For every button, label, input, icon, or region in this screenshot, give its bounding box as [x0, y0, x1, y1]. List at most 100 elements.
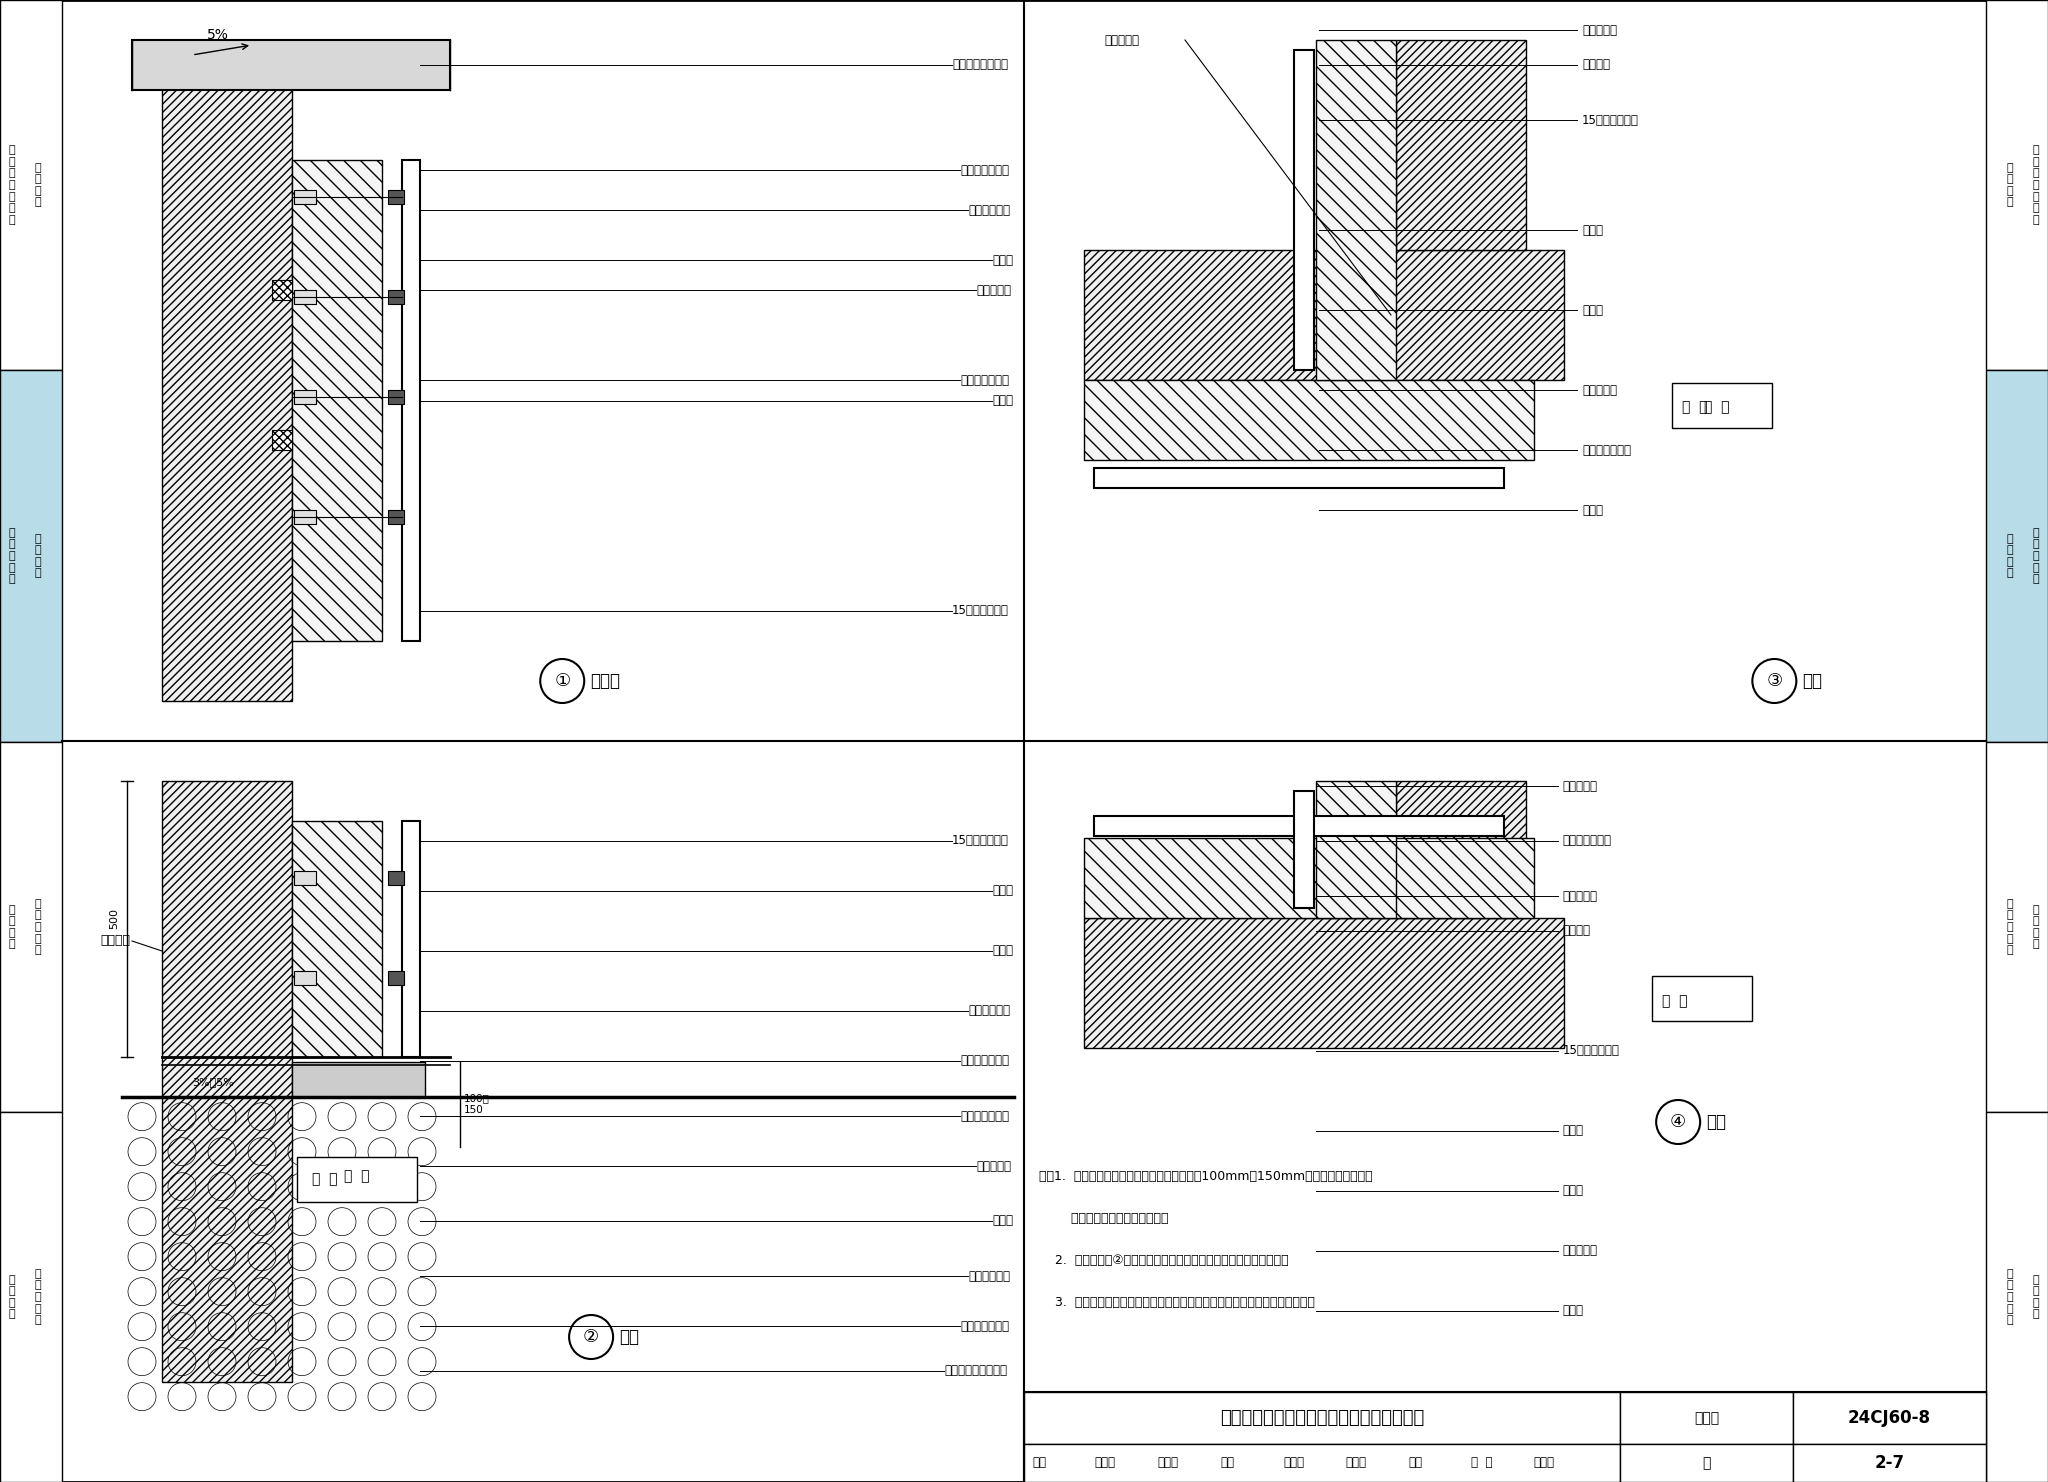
Text: 注：1.  幕墙勒脚收口与地面宜分体设计，留出100mm～150mm的距离，以防止由于: 注：1. 幕墙勒脚收口与地面宜分体设计，留出100mm～150mm的距离，以防止… — [1038, 1171, 1372, 1184]
Bar — [401, 821, 420, 1057]
Bar — [131, 40, 451, 90]
Text: 15厚外墙装饰板: 15厚外墙装饰板 — [1563, 1045, 1620, 1058]
Bar — [387, 290, 403, 304]
Bar — [162, 40, 293, 701]
Text: 阳角: 阳角 — [1802, 671, 1823, 691]
Text: ④: ④ — [1669, 1113, 1686, 1131]
Bar — [1094, 815, 1503, 836]
Text: 楼
装
配
式: 楼 装 配 式 — [8, 1275, 14, 1319]
Text: 铝合金承托件: 铝合金承托件 — [969, 1270, 1010, 1282]
Text: 勒脚: 勒脚 — [618, 1328, 639, 1346]
Text: 铝合金承托件: 铝合金承托件 — [969, 203, 1010, 216]
Text: 室  外: 室 外 — [1681, 400, 1708, 415]
Text: 楼
装
配
式: 楼 装 配 式 — [2034, 1275, 2040, 1319]
Text: 3%～5%: 3%～5% — [193, 1077, 233, 1086]
Bar — [401, 160, 420, 642]
Text: 审核: 审核 — [1032, 1457, 1047, 1470]
Text: 见具体工程设计: 见具体工程设计 — [961, 1055, 1010, 1067]
Bar — [1294, 50, 1315, 370]
Text: 横龙骨: 横龙骨 — [1581, 304, 1604, 317]
Bar — [295, 190, 315, 205]
Bar — [1083, 379, 1534, 459]
Text: 幕
墙
系
统: 幕 墙 系 统 — [35, 534, 41, 578]
Bar — [162, 1097, 293, 1383]
Bar — [1094, 468, 1503, 488]
Text: 室  外: 室 外 — [1663, 994, 1688, 1008]
Text: 支座连接件: 支座连接件 — [1563, 1245, 1597, 1258]
Bar — [1024, 1443, 1620, 1482]
Text: 铝合金通长挂件: 铝合金通长挂件 — [1581, 443, 1630, 456]
Text: 硅酮密封胶: 硅酮密封胶 — [1581, 24, 1618, 37]
Text: 2-7: 2-7 — [1874, 1454, 1905, 1472]
Bar — [387, 871, 403, 885]
Bar — [1620, 1392, 1792, 1443]
Text: 竖龙骨: 竖龙骨 — [1563, 1184, 1583, 1197]
Text: 王雪成: 王雪成 — [1282, 1457, 1305, 1470]
Bar — [297, 1156, 418, 1202]
Text: 5%: 5% — [207, 28, 229, 41]
Text: 硅酮密封胶及泡沫条: 硅酮密封胶及泡沫条 — [944, 1365, 1008, 1377]
Text: 室  外: 室 外 — [311, 1172, 338, 1187]
Text: 硅酮密封胶: 硅酮密封胶 — [1563, 889, 1597, 903]
Text: 100～
150: 100～ 150 — [465, 1094, 489, 1114]
Text: 幕
墙
系
统: 幕 墙 系 统 — [2007, 534, 2013, 578]
Bar — [272, 280, 293, 299]
Text: 铝合金通长挂件: 铝合金通长挂件 — [1563, 834, 1612, 848]
Bar — [1024, 1392, 1987, 1482]
Bar — [293, 821, 383, 1057]
Bar — [1317, 40, 1397, 379]
Text: 内
墙
面
系
统: 内 墙 面 系 统 — [2007, 898, 2013, 956]
Bar — [1397, 781, 1526, 917]
Text: 校对: 校对 — [1221, 1457, 1235, 1470]
Bar — [272, 430, 293, 451]
Text: 不锈钢螺栓组件: 不锈钢螺栓组件 — [961, 373, 1010, 387]
Text: 竖龙骨: 竖龙骨 — [1581, 504, 1604, 517]
Text: 室  外: 室 外 — [344, 1169, 371, 1184]
Text: 3.  幕墙节点均按有保温层绘制，当工程所在地无需设保温层时，此层取消。: 3. 幕墙节点均按有保温层绘制，当工程所在地无需设保温层时，此层取消。 — [1038, 1297, 1315, 1310]
Text: 横龙骨: 横龙骨 — [991, 1215, 1014, 1227]
Text: 页: 页 — [1702, 1455, 1710, 1470]
Bar — [162, 781, 293, 1097]
Bar — [272, 430, 293, 451]
Text: 保温层: 保温层 — [991, 394, 1014, 408]
Text: 节
能
装
饰
一
体
板: 节 能 装 饰 一 体 板 — [2034, 145, 2040, 225]
Bar — [1987, 370, 2048, 742]
Text: 肖亚娜: 肖亚娜 — [1096, 1457, 1116, 1470]
Bar — [1792, 1443, 1987, 1482]
Bar — [295, 971, 315, 986]
Bar — [272, 280, 293, 299]
Text: 内
装
配
式: 内 装 配 式 — [8, 904, 14, 950]
Text: 横龙骨: 横龙骨 — [1563, 1125, 1583, 1138]
Bar — [0, 370, 61, 742]
Text: 铝合金通长挂件: 铝合金通长挂件 — [961, 163, 1010, 176]
Bar — [387, 190, 403, 205]
Bar — [1620, 1443, 1792, 1482]
Text: 内
装
配
式: 内 装 配 式 — [2034, 904, 2040, 950]
Bar — [387, 510, 403, 525]
Text: 室  外: 室 外 — [1704, 400, 1729, 415]
Text: 不锈钢螺栓组件: 不锈钢螺栓组件 — [961, 1110, 1010, 1122]
Bar — [1083, 837, 1534, 917]
Bar — [1083, 917, 1565, 1048]
Bar — [387, 971, 403, 986]
Text: 竖龙骨: 竖龙骨 — [991, 885, 1014, 898]
Bar — [1397, 40, 1526, 250]
Bar — [295, 390, 315, 405]
Bar — [1987, 0, 2048, 370]
Text: 挂件承托件: 挂件承托件 — [1581, 384, 1618, 397]
Bar — [295, 290, 315, 304]
Text: 楼
地
面
系
统: 楼 地 面 系 统 — [2007, 1269, 2013, 1325]
Bar — [0, 742, 61, 1112]
Text: 无
机
装
饰
板: 无 机 装 饰 板 — [8, 528, 14, 584]
Bar — [293, 160, 383, 642]
Text: 女儿墙: 女儿墙 — [590, 671, 621, 691]
Text: 郑  晹: 郑 晹 — [1470, 1457, 1493, 1470]
Text: 及泡沫条: 及泡沫条 — [1581, 58, 1610, 71]
Text: 铝合金通长挂件: 铝合金通长挂件 — [961, 1319, 1010, 1332]
Bar — [1653, 977, 1753, 1021]
Bar — [1987, 1112, 2048, 1482]
Bar — [293, 1061, 426, 1097]
Text: 2.  本页节点图②为有地下室做法，当无地下室时，可不设防水层。: 2. 本页节点图②为有地下室做法，当无地下室时，可不设防水层。 — [1038, 1254, 1288, 1267]
Bar — [1671, 382, 1772, 427]
Bar — [1317, 781, 1397, 917]
